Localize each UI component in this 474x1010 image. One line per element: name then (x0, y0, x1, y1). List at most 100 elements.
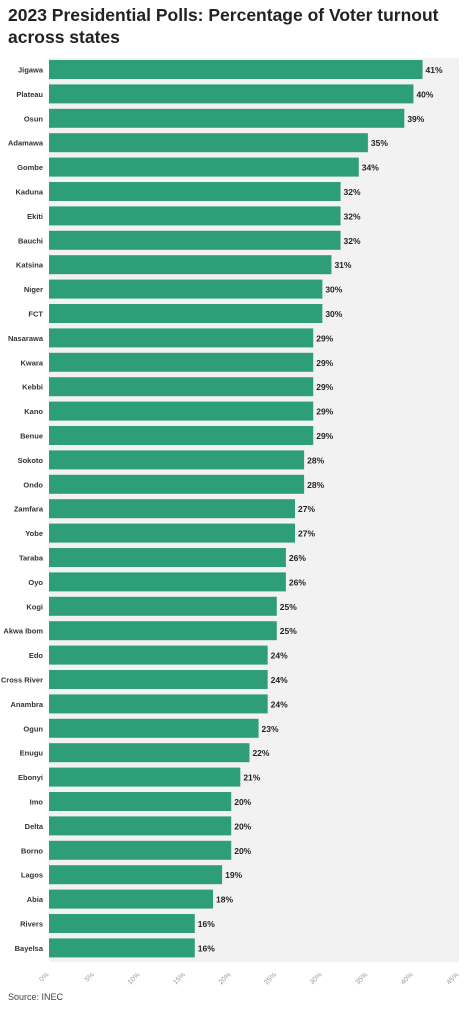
value-label: 29% (316, 333, 333, 343)
category-label: Rivers (20, 920, 43, 929)
category-label: Ebonyi (18, 773, 43, 782)
bar (49, 182, 341, 201)
bar (49, 304, 323, 323)
category-label: Taraba (19, 554, 44, 563)
x-tick-label: 5% (84, 971, 96, 983)
x-tick-label: 15% (172, 971, 187, 986)
value-label: 29% (316, 382, 333, 392)
category-label: Oyo (28, 578, 43, 587)
value-label: 18% (216, 895, 233, 905)
value-label: 41% (426, 65, 443, 75)
value-label: 32% (344, 236, 361, 246)
bar (49, 474, 305, 494)
value-label: 40% (416, 89, 433, 99)
category-label: Abia (27, 895, 44, 904)
value-label: 24% (271, 699, 288, 709)
value-label: 26% (289, 577, 306, 587)
x-tick-label: 0% (38, 971, 50, 983)
category-label: Kano (24, 407, 43, 416)
category-label: Zamfara (14, 505, 44, 514)
x-tick-label: 30% (309, 971, 324, 986)
value-label: 29% (316, 358, 333, 368)
bar (49, 645, 268, 665)
bar (49, 718, 259, 738)
value-label: 30% (325, 309, 342, 319)
bar (49, 670, 268, 689)
value-label: 16% (198, 919, 215, 929)
category-label: Katsina (16, 261, 44, 270)
bar (49, 840, 232, 860)
category-label: Bayelsa (15, 944, 44, 953)
x-tick-label: 45% (446, 971, 461, 986)
value-label: 24% (271, 651, 288, 661)
chart-source: Source: INEC (8, 992, 64, 1002)
value-label: 16% (198, 943, 215, 953)
bar (49, 523, 295, 543)
value-label: 32% (344, 187, 361, 197)
bar (49, 450, 305, 470)
category-label: Sokoto (18, 456, 44, 465)
bar (49, 230, 341, 250)
bar (49, 596, 277, 616)
bar (49, 377, 314, 397)
bar (49, 206, 341, 226)
category-label: Bauchi (18, 236, 43, 245)
bar (49, 743, 250, 763)
category-label: Plateau (16, 90, 43, 99)
category-label: Lagos (21, 871, 43, 880)
bar (49, 157, 359, 177)
value-label: 28% (307, 455, 324, 465)
category-label: Gombe (17, 163, 43, 172)
x-tick-label: 25% (263, 971, 278, 986)
bar (49, 914, 195, 933)
x-tick-label: 20% (218, 971, 233, 986)
x-tick-label: 35% (354, 971, 369, 986)
bar (49, 426, 314, 445)
bar (49, 938, 195, 958)
category-label: Cross River (1, 676, 43, 685)
category-label: Ekiti (27, 212, 43, 221)
bar (49, 60, 423, 79)
bar (49, 401, 314, 421)
category-label: FCT (28, 310, 43, 319)
category-label: Kogi (26, 602, 43, 611)
category-label: Benue (20, 432, 43, 441)
category-label: Akwa Ibom (3, 627, 43, 636)
category-label: Edo (29, 651, 44, 660)
category-label: Delta (25, 822, 44, 831)
category-label: Kaduna (15, 188, 43, 197)
category-label: Imo (30, 798, 44, 807)
bar (49, 865, 223, 885)
category-label: Kwara (20, 358, 43, 367)
value-label: 23% (262, 724, 279, 734)
bar (49, 279, 323, 299)
x-tick-label: 10% (127, 971, 142, 986)
value-label: 35% (371, 138, 388, 148)
value-label: 29% (316, 431, 333, 441)
value-label: 26% (289, 553, 306, 563)
value-label: 39% (407, 114, 424, 124)
bar (49, 108, 405, 128)
x-tick-label: 40% (400, 971, 415, 986)
bar (49, 889, 213, 909)
category-label: Nasarawa (8, 334, 44, 343)
value-label: 22% (252, 748, 269, 758)
bar (49, 84, 414, 104)
value-label: 27% (298, 529, 315, 539)
bar (49, 621, 277, 641)
value-label: 25% (280, 602, 297, 612)
chart-title: 2023 Presidential Polls: Percentage of V… (8, 5, 439, 47)
value-label: 24% (271, 675, 288, 685)
category-label: Enugu (20, 749, 44, 758)
bar (49, 328, 314, 348)
bar (49, 548, 286, 567)
value-label: 34% (362, 163, 379, 173)
bar (49, 767, 241, 787)
value-label: 19% (225, 870, 242, 880)
value-label: 20% (234, 821, 251, 831)
category-label: Ogun (23, 724, 43, 733)
category-label: Jigawa (18, 66, 44, 75)
value-label: 20% (234, 846, 251, 856)
bar (49, 792, 232, 811)
bar (49, 133, 368, 153)
